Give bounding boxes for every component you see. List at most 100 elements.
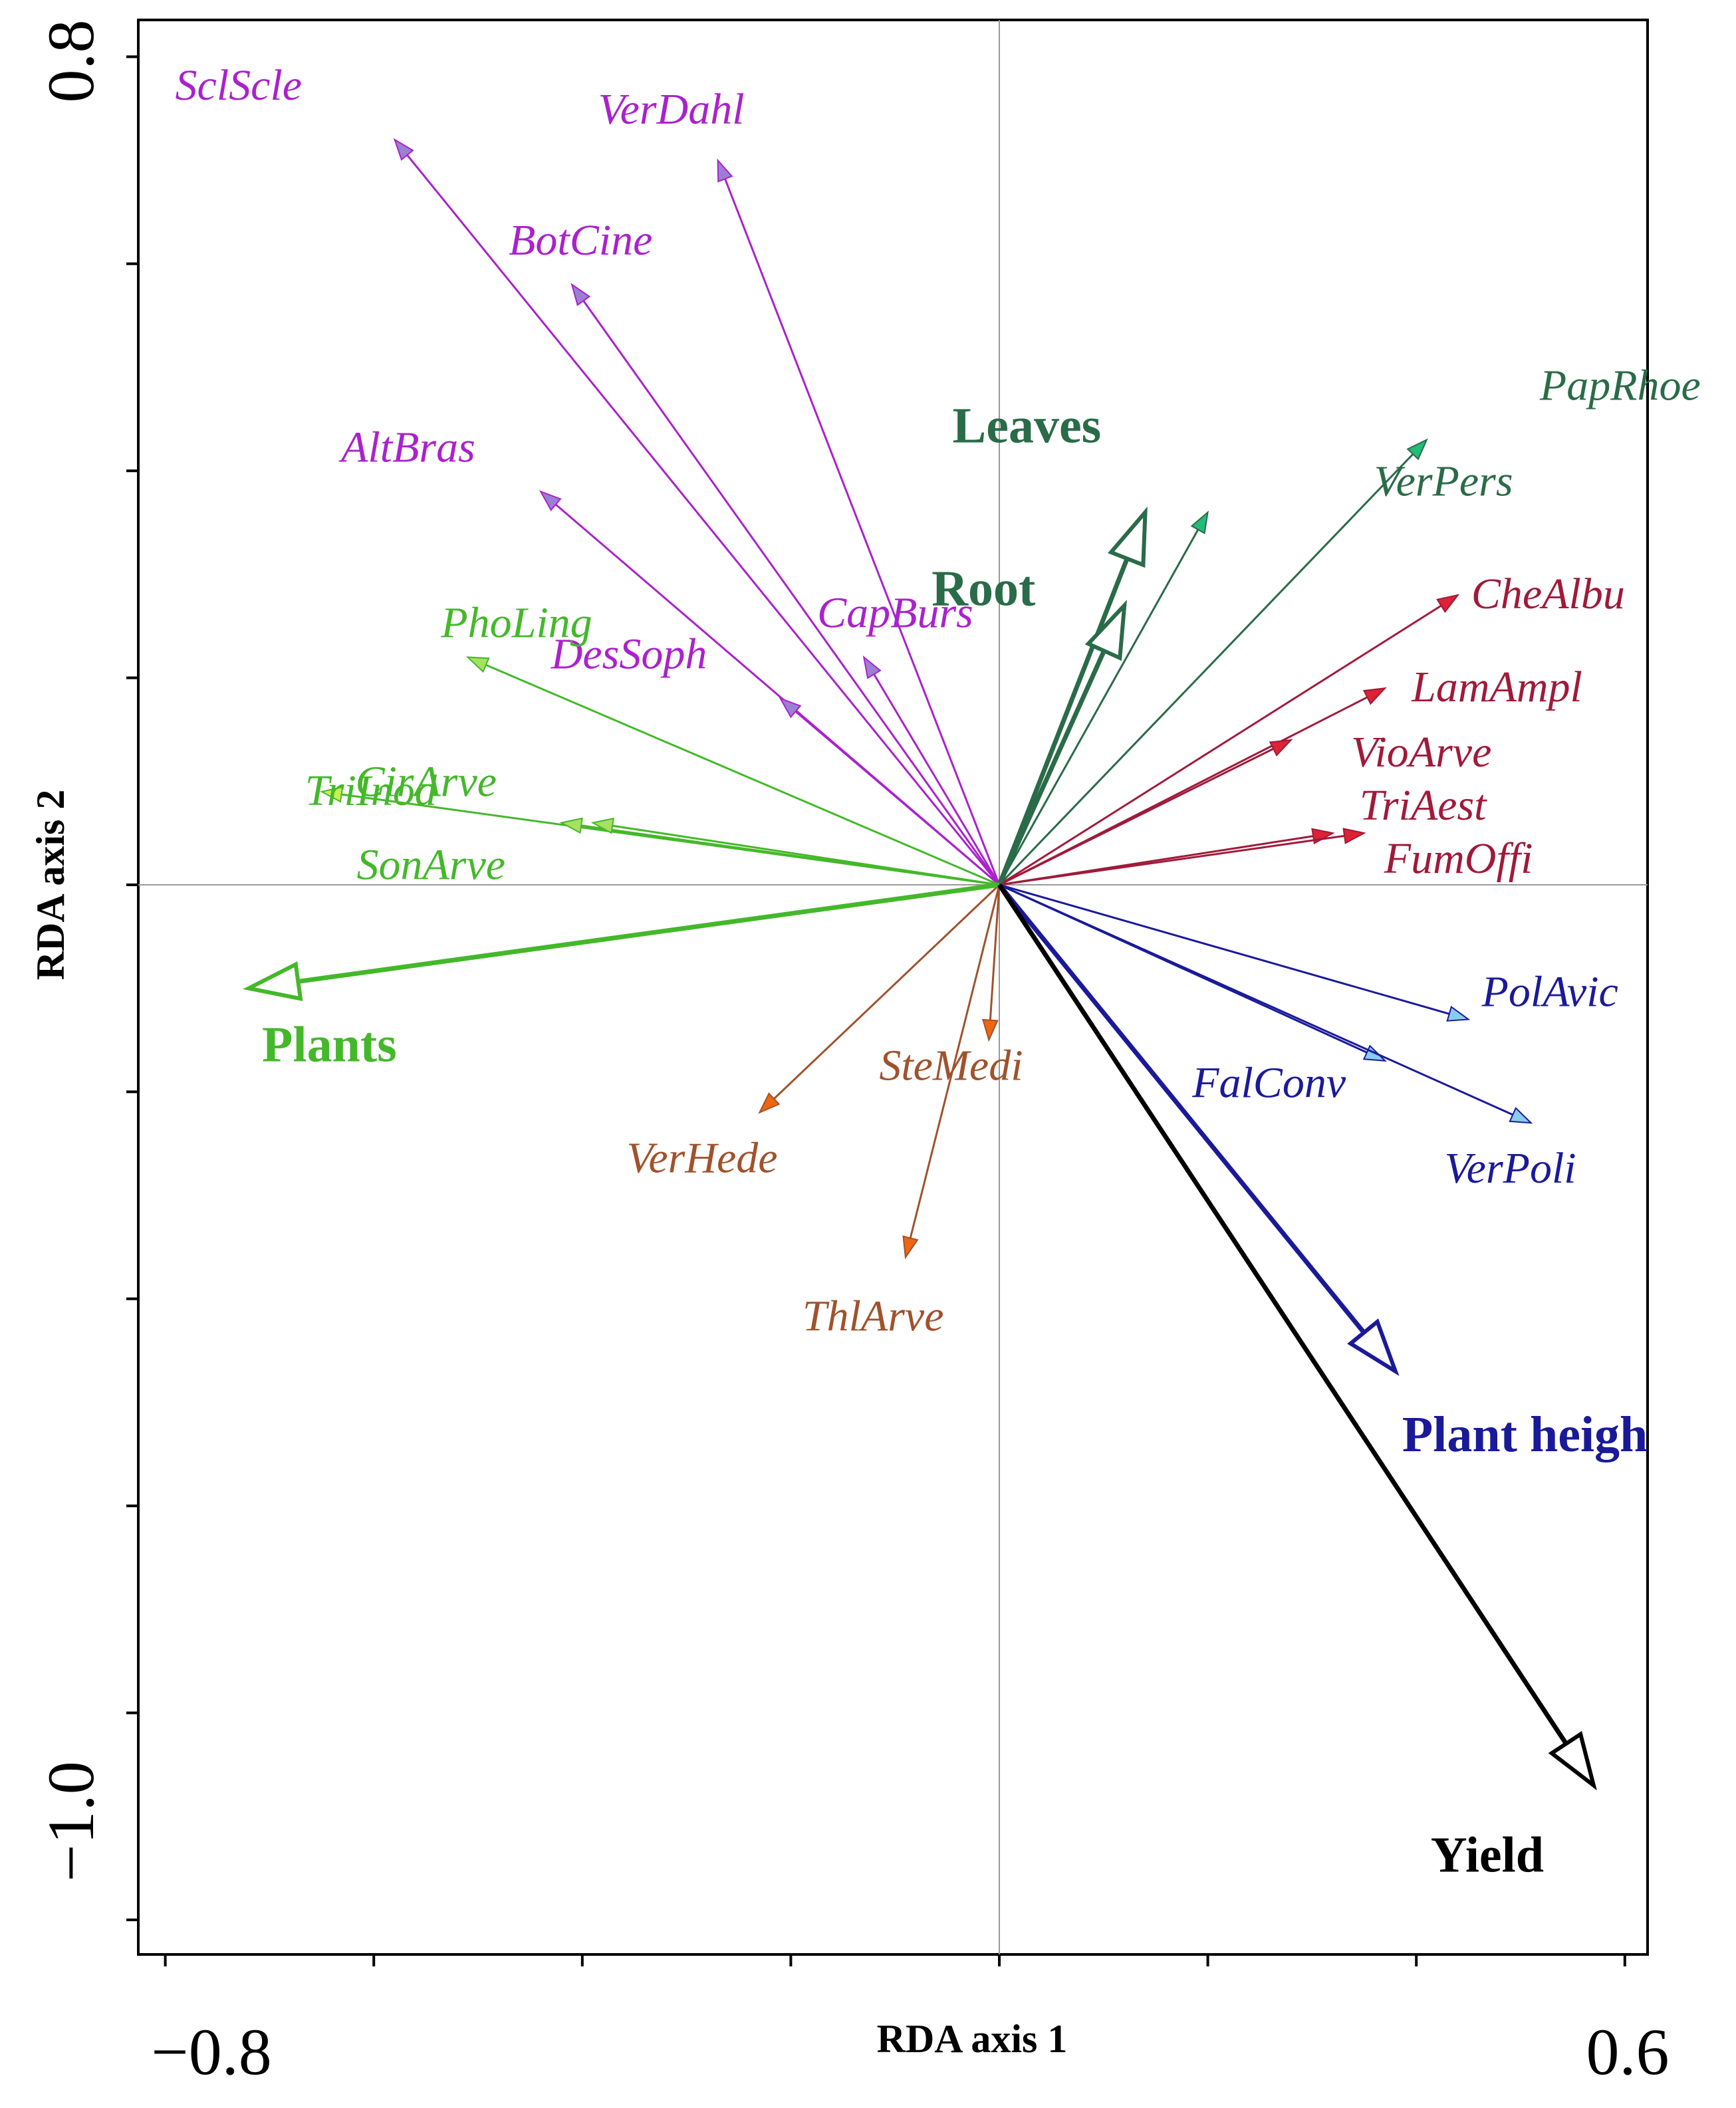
vector-arrowhead bbox=[393, 138, 414, 161]
vector-line bbox=[406, 154, 1001, 885]
species-label: SclScle bbox=[176, 61, 303, 110]
vector-arrowhead bbox=[1311, 828, 1335, 845]
species-label: CapBurs bbox=[817, 588, 973, 637]
vector-line bbox=[999, 604, 1442, 886]
species-vector-triaest: TriAest bbox=[999, 781, 1487, 886]
env-label: Root bbox=[931, 561, 1035, 617]
env-vector-plants: Plants bbox=[242, 882, 1000, 1073]
species-label: CirArve bbox=[355, 758, 497, 806]
vector-arrowhead bbox=[539, 490, 562, 511]
vector-arrowhead bbox=[1347, 1318, 1400, 1376]
species-label: PapRhoe bbox=[1539, 361, 1701, 410]
vector-arrowhead bbox=[1342, 828, 1366, 844]
species-label: FalConv bbox=[1191, 1059, 1346, 1108]
vector-line bbox=[485, 663, 1000, 886]
biplot-vectors: SclScle VerDahl BotCine AltBras CapBurs DesSo… bbox=[176, 61, 1701, 1883]
vector-line bbox=[612, 824, 1000, 886]
species-label: VerDahl bbox=[598, 85, 745, 134]
x-axis-title: RDA axis 1 bbox=[877, 2017, 1068, 2061]
species-vector-verpoli: VerPoli bbox=[999, 883, 1576, 1193]
vector-line bbox=[998, 528, 1199, 885]
env-vector-leaves: Leaves bbox=[953, 398, 1148, 886]
vector-line bbox=[999, 883, 1513, 1116]
species-vector-verhede: VerHede bbox=[626, 883, 1001, 1183]
env-vector-root: Root bbox=[931, 561, 1127, 886]
env-label: Plants bbox=[262, 1017, 397, 1073]
vector-arrowhead bbox=[779, 697, 802, 719]
vector-arrowhead bbox=[1269, 739, 1293, 757]
species-vector-verpers: VerPers bbox=[998, 457, 1513, 885]
vector-arrowhead bbox=[758, 1092, 781, 1114]
vector-arrowhead bbox=[1446, 1005, 1471, 1022]
vector-arrowhead bbox=[902, 1235, 919, 1260]
species-vector-sclscle: SclScle bbox=[176, 61, 1001, 885]
vector-line bbox=[997, 649, 1106, 886]
plot-frame bbox=[137, 19, 1649, 1956]
vector-arrowhead bbox=[1107, 506, 1148, 568]
env-label: Yield bbox=[1431, 1827, 1544, 1883]
vector-arrowhead bbox=[862, 655, 882, 679]
species-label: LamAmpl bbox=[1411, 663, 1582, 711]
vector-line bbox=[999, 883, 1450, 1015]
vector-line bbox=[998, 453, 1414, 886]
vector-arrowhead bbox=[717, 158, 733, 183]
vector-line bbox=[773, 883, 1001, 1100]
species-label: TriInod bbox=[305, 766, 437, 815]
species-vector-chealbu: CheAlbu bbox=[999, 570, 1625, 886]
species-vector-botcine: BotCine bbox=[509, 216, 1001, 885]
vector-arrowhead bbox=[1190, 510, 1209, 534]
vector-arrowhead bbox=[1406, 438, 1428, 461]
species-label: PolAvic bbox=[1481, 967, 1618, 1016]
species-label: TriAest bbox=[1360, 781, 1487, 830]
vector-line bbox=[999, 834, 1345, 886]
vector-arrowhead bbox=[590, 817, 615, 834]
species-vector-stemedi: SteMedi bbox=[879, 884, 1023, 1090]
vector-line bbox=[724, 178, 1001, 885]
species-label: SonArve bbox=[356, 841, 505, 889]
species-vector-triinod: TriInod bbox=[305, 766, 1000, 886]
vector-arrowhead bbox=[559, 817, 583, 834]
vector-line bbox=[997, 558, 1130, 886]
y-axis-title: RDA axis 2 bbox=[29, 790, 72, 981]
species-label: VioArve bbox=[1351, 728, 1491, 776]
species-label: PhoLing bbox=[440, 598, 592, 647]
vector-arrowhead bbox=[570, 283, 591, 306]
species-vector-pholing: PhoLing bbox=[440, 598, 1000, 886]
vector-arrowhead bbox=[982, 1018, 999, 1042]
vector-arrowhead bbox=[242, 961, 303, 1001]
vector-arrowhead bbox=[1509, 1107, 1533, 1124]
species-vector-thlarve: ThlArve bbox=[803, 884, 1001, 1341]
env-vector-plant-heigh: Plant heigh bbox=[997, 883, 1648, 1463]
species-label: SteMedi bbox=[879, 1042, 1023, 1090]
x-tick-label-min: −0.8 bbox=[151, 2015, 271, 2089]
species-vector-cirarve: CirArve bbox=[355, 758, 1000, 886]
vector-line bbox=[297, 882, 1000, 984]
vector-line bbox=[999, 748, 1274, 886]
species-label: VerPoli bbox=[1445, 1144, 1576, 1193]
species-vector-altbras: AltBras bbox=[338, 423, 1000, 886]
env-vector-yield: Yield bbox=[997, 883, 1597, 1883]
env-label: Leaves bbox=[953, 398, 1102, 453]
vector-line bbox=[795, 711, 1000, 886]
species-vector-vioarve: VioArve bbox=[999, 728, 1491, 886]
axis-ticks bbox=[126, 55, 1626, 1966]
x-tick-label-max: 0.6 bbox=[1586, 2015, 1670, 2089]
vector-line bbox=[997, 883, 1568, 1745]
species-vector-sonarve: SonArve bbox=[356, 817, 1000, 889]
species-label: VerPers bbox=[1374, 457, 1513, 505]
species-vector-paprhoe: PapRhoe bbox=[998, 361, 1701, 886]
species-label: VerHede bbox=[626, 1134, 777, 1183]
species-vector-lamampl: LamAmpl bbox=[999, 663, 1582, 886]
vector-line bbox=[989, 884, 1001, 1020]
species-label: CheAlbu bbox=[1471, 570, 1625, 618]
vector-arrowhead bbox=[1548, 1730, 1597, 1791]
vector-arrowhead bbox=[1362, 687, 1387, 705]
vector-arrowhead bbox=[465, 656, 490, 673]
vector-arrowhead bbox=[319, 786, 344, 803]
vector-line bbox=[997, 883, 1366, 1334]
species-label: ThlArve bbox=[803, 1292, 944, 1341]
species-vector-dessoph: DesSoph bbox=[551, 630, 1000, 886]
species-label: BotCine bbox=[509, 216, 652, 265]
species-vector-capburs: CapBurs bbox=[817, 588, 1001, 885]
